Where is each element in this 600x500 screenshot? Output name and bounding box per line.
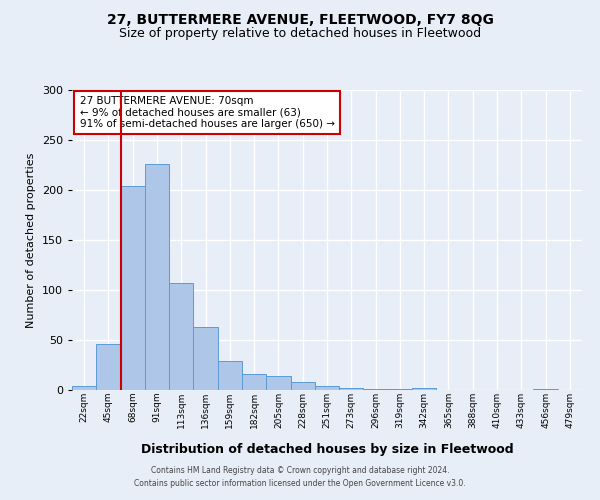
- Bar: [533, 389, 558, 390]
- Bar: [364, 389, 388, 390]
- Y-axis label: Number of detached properties: Number of detached properties: [26, 152, 36, 328]
- Bar: [242, 374, 266, 390]
- Bar: [339, 388, 364, 390]
- Text: Distribution of detached houses by size in Fleetwood: Distribution of detached houses by size …: [140, 442, 514, 456]
- Text: Contains HM Land Registry data © Crown copyright and database right 2024.
Contai: Contains HM Land Registry data © Crown c…: [134, 466, 466, 487]
- Text: 27, BUTTERMERE AVENUE, FLEETWOOD, FY7 8QG: 27, BUTTERMERE AVENUE, FLEETWOOD, FY7 8Q…: [107, 12, 493, 26]
- Bar: [169, 283, 193, 390]
- Bar: [96, 344, 121, 390]
- Text: Size of property relative to detached houses in Fleetwood: Size of property relative to detached ho…: [119, 28, 481, 40]
- Bar: [218, 361, 242, 390]
- Bar: [121, 186, 145, 390]
- Bar: [145, 164, 169, 390]
- Text: 27 BUTTERMERE AVENUE: 70sqm
← 9% of detached houses are smaller (63)
91% of semi: 27 BUTTERMERE AVENUE: 70sqm ← 9% of deta…: [80, 96, 335, 129]
- Bar: [72, 386, 96, 390]
- Bar: [290, 382, 315, 390]
- Bar: [193, 327, 218, 390]
- Bar: [315, 386, 339, 390]
- Bar: [412, 388, 436, 390]
- Bar: [266, 376, 290, 390]
- Bar: [388, 389, 412, 390]
